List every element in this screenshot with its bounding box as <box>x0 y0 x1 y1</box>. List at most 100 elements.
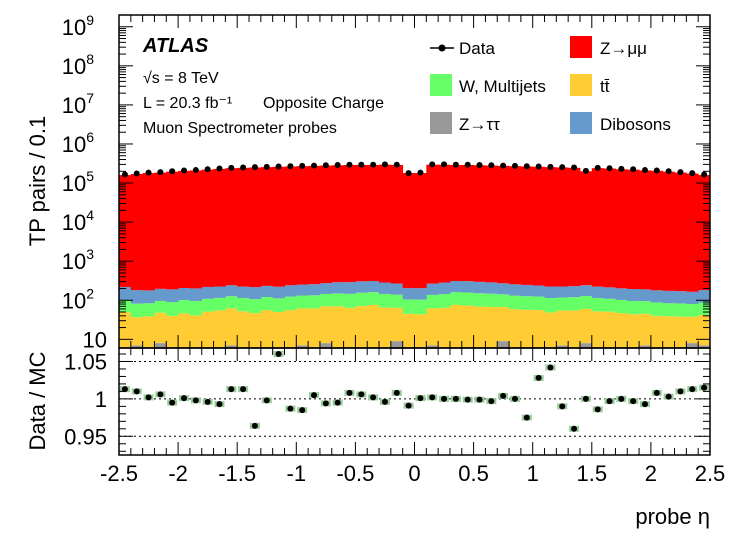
legend-label-z-tautau: Z→ττ <box>459 115 500 134</box>
ratio-y-axis-label: Data / MC <box>25 351 50 450</box>
bar-3-31 <box>485 282 498 294</box>
atlas-label: ATLAS <box>142 35 209 57</box>
bar-3-5 <box>178 288 191 301</box>
ratio-reference-lines <box>119 360 710 437</box>
legend-label-z-mumu: Z→μμ <box>600 39 647 58</box>
legend-label-ttbar: tt̄ <box>600 77 610 96</box>
legend-entry-ttbar: tt̄ <box>570 74 610 96</box>
legend-entry-z-tautau: Z→ττ <box>430 112 500 134</box>
ratio-point-34 <box>523 414 530 421</box>
bar-2-4 <box>166 302 179 316</box>
data-point-31 <box>488 162 495 169</box>
selection-label: Opposite Charge <box>263 95 384 112</box>
bar-3-9 <box>225 285 238 297</box>
bar-1-42 <box>615 313 628 348</box>
bar-2-39 <box>579 296 593 309</box>
bar-4-47 <box>674 172 687 292</box>
bar-2-32 <box>497 294 510 308</box>
bar-2-15 <box>296 295 309 309</box>
x-tick-label: 2.5 <box>695 461 726 486</box>
data-point-20 <box>358 161 365 168</box>
bar-4-8 <box>213 168 226 287</box>
bar-4-42 <box>615 169 628 289</box>
ratio-point-21 <box>370 394 377 401</box>
bar-1-18 <box>331 306 344 348</box>
bar-3-33 <box>509 284 522 296</box>
ratio-point-17 <box>322 400 329 407</box>
y-tick-label: 103 <box>62 246 94 274</box>
data-point-28 <box>452 161 459 168</box>
bar-2-11 <box>249 299 262 314</box>
ratio-y-tick-label: 0.95 <box>64 424 107 449</box>
bar-4-25 <box>414 173 427 289</box>
data-point-44 <box>641 167 648 174</box>
energy-label: √s = 8 TeV <box>143 70 219 87</box>
ratio-point-0 <box>121 386 128 393</box>
bar-0-3 <box>154 343 167 348</box>
data-point-12 <box>263 163 270 170</box>
bar-2-13 <box>272 298 285 313</box>
data-point-21 <box>370 161 377 168</box>
bar-2-31 <box>485 293 498 308</box>
bar-3-15 <box>296 284 309 296</box>
bar-3-38 <box>568 286 581 298</box>
bar-4-2 <box>142 173 155 291</box>
bar-2-12 <box>260 297 274 311</box>
bar-1-14 <box>284 310 297 348</box>
bar-1-11 <box>249 313 262 348</box>
bar-3-7 <box>201 286 214 299</box>
bar-4-18 <box>331 165 344 283</box>
bar-2-37 <box>556 297 569 311</box>
data-point-2 <box>145 169 152 176</box>
ratio-panel-points <box>119 350 710 432</box>
bar-3-10 <box>237 286 250 299</box>
bar-4-1 <box>130 174 144 291</box>
bar-3-43 <box>627 289 640 301</box>
data-point-36 <box>547 163 554 170</box>
bar-4-9 <box>225 168 238 286</box>
bar-2-41 <box>603 298 616 312</box>
ratio-point-13 <box>275 350 282 357</box>
x-tick-label: 1 <box>527 461 539 486</box>
bar-4-22 <box>379 164 392 283</box>
bar-1-17 <box>319 306 333 344</box>
bar-4-41 <box>603 168 616 288</box>
luminosity-label: L = 20.3 fb⁻¹ <box>143 95 232 112</box>
legend-entry-w-multijets: W, Multijets <box>430 74 546 96</box>
data-point-32 <box>500 162 507 169</box>
bar-4-34 <box>520 166 534 285</box>
bar-4-27 <box>438 164 451 283</box>
bar-2-8 <box>213 297 226 311</box>
bar-0-48 <box>686 343 699 348</box>
ratio-point-3 <box>157 391 164 398</box>
bar-2-47 <box>674 303 687 317</box>
data-point-18 <box>334 161 341 168</box>
bar-0-39 <box>579 343 593 348</box>
bar-1-28 <box>449 304 463 348</box>
ratio-point-7 <box>204 398 211 405</box>
bar-2-14 <box>284 296 297 311</box>
y-tick-label: 107 <box>62 90 94 118</box>
ratio-point-31 <box>488 398 495 405</box>
x-tick-label: -1.5 <box>218 461 256 486</box>
bar-3-40 <box>591 286 605 299</box>
bar-4-17 <box>319 165 333 284</box>
bar-0-9 <box>225 345 238 348</box>
bar-4-36 <box>544 167 557 287</box>
data-point-17 <box>322 162 329 169</box>
x-tick-label: 1.5 <box>577 461 608 486</box>
ratio-point-19 <box>346 389 353 396</box>
bar-2-44 <box>639 301 652 314</box>
ratio-point-11 <box>251 422 258 429</box>
data-point-3 <box>157 169 164 176</box>
bar-4-38 <box>568 167 581 287</box>
bar-4-21 <box>367 164 380 282</box>
bar-3-0 <box>119 286 132 301</box>
ratio-point-42 <box>618 395 625 402</box>
bar-4-11 <box>249 167 262 288</box>
bar-3-2 <box>142 290 155 304</box>
bar-2-23 <box>390 294 404 308</box>
bar-3-36 <box>544 286 557 299</box>
ratio-point-2 <box>145 394 152 401</box>
bar-0-26 <box>426 345 439 348</box>
